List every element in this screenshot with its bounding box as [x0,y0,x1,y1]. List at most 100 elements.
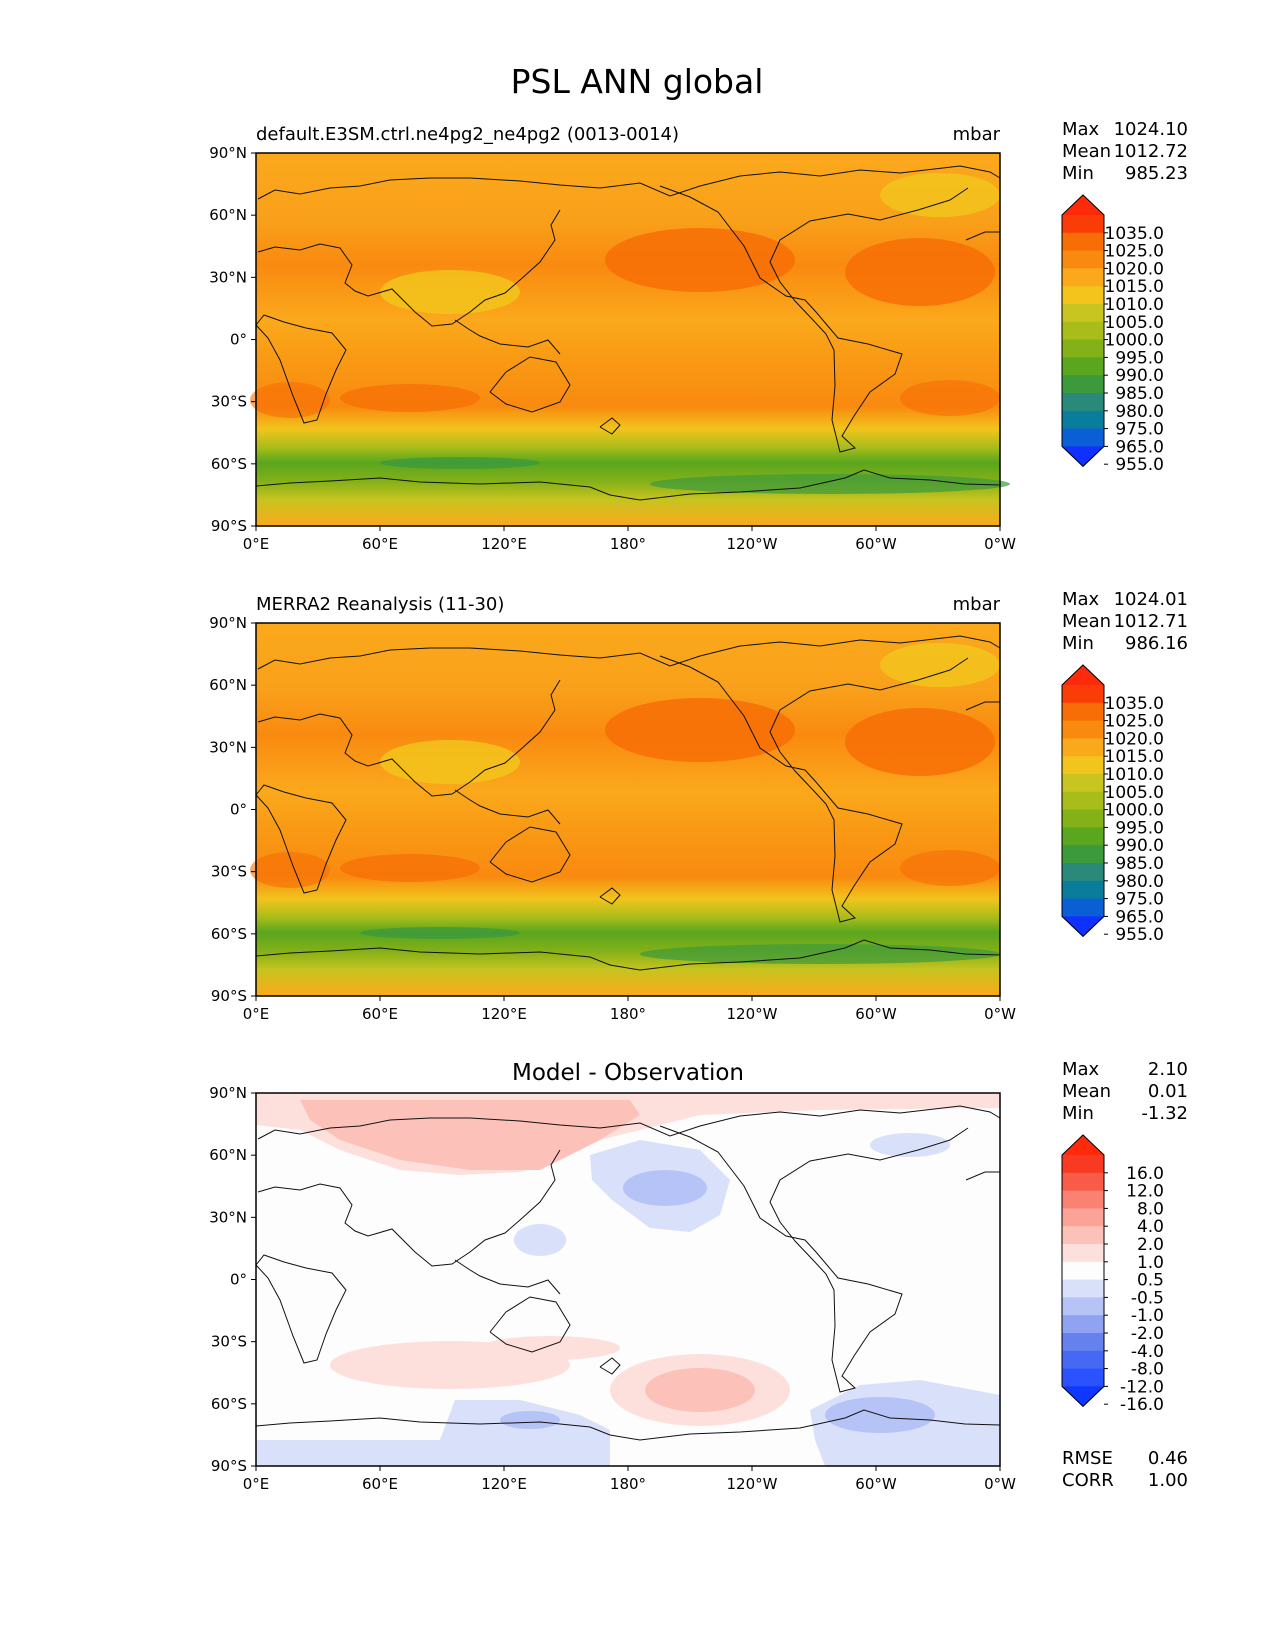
stat-label: Mean [1062,141,1111,162]
high-south-atlantic [250,852,330,888]
lat-tick-label: 60°N [209,676,247,694]
low-asia [380,270,520,314]
colorbar-tick-label: 1035.0 [1105,694,1164,714]
panel-observation: MERRA2 Reanalysis (11-30) mbar 90° [209,589,1188,1023]
lat-tick-label: 60°S [211,925,247,943]
colorbar-tick-label: 1.0 [1137,1253,1164,1273]
colorbar-segment [1062,1190,1104,1209]
high-north-pacific [605,228,795,292]
metric-label-rmse: RMSE [1062,1448,1113,1469]
lon-tick-label: 60°W [855,1005,897,1023]
colorbar-tick-label: 995.0 [1115,348,1164,368]
coastlines [255,165,1001,501]
stat-label: Mean [1062,611,1111,632]
stats-block: Max 2.10 Mean 0.01 Min -1.32 [1062,1059,1188,1124]
stat-label: Min [1062,1103,1094,1124]
colorbar-segment [1062,898,1104,917]
panel-title: MERRA2 Reanalysis (11-30) [256,594,504,615]
lat-tick-label: 60°N [209,206,247,224]
lat-tick-label: 90°S [211,987,247,1005]
colorbar-tick-label: 1020.0 [1105,729,1164,749]
colorbar-segment [1062,1368,1104,1387]
low-antarctic-coast [650,474,1010,494]
lat-tick-label: 60°N [209,1146,247,1164]
stat-value: 1024.10 [1114,119,1188,140]
colorbar-tick-label: 1025.0 [1105,242,1164,262]
colorbar-tick-label: 980.0 [1115,402,1164,422]
stat-value: 2.10 [1148,1059,1188,1080]
coastlines [255,635,1001,971]
colorbar-tick-label: 4.0 [1137,1217,1164,1237]
high-north-atlantic [845,708,995,776]
high-north-pacific [605,698,795,762]
metric-label-corr: CORR [1062,1470,1114,1491]
lon-tick-label: 0°W [984,1475,1016,1493]
lat-tick-label: 60°S [211,1395,247,1413]
colorbar: 1035.01025.01020.01015.01010.01005.01000… [1061,664,1164,945]
lon-tick-label: 0°E [243,1475,270,1493]
lon-tick-label: 180° [610,1005,646,1023]
high-south-indian [340,854,480,882]
lat-tick-label: 30°S [211,863,247,881]
colorbar-segment [1062,1208,1104,1227]
lon-tick-label: 60°E [362,1475,398,1493]
figure-title: PSL ANN global [511,62,764,101]
colorbar-segment [1062,1244,1104,1263]
lon-tick-label: 120°W [727,1475,778,1493]
colorbar-tick-label: 980.0 [1115,872,1164,892]
lat-tick-label: 90°N [209,614,247,632]
stat-label: Max [1062,1059,1100,1080]
neg-west-pacific [514,1224,566,1256]
lat-tick-label: 30°S [211,1333,247,1351]
colorbar-tick-label: 990.0 [1115,836,1164,856]
colorbar-segment [1062,791,1104,811]
colorbar-segment [1062,250,1104,269]
colorbar-segment [1062,738,1104,757]
colorbar-tick-label: 1010.0 [1105,295,1164,315]
colorbar-extend-max [1062,665,1104,685]
colorbar-tick-label: 995.0 [1115,818,1164,838]
colorbar-tick-label: 1000.0 [1105,801,1164,821]
colorbar-tick-label: -1.0 [1131,1306,1164,1326]
lat-tick-label: 90°N [209,144,247,162]
colorbar-segment [1062,1261,1104,1281]
lat-tick-label: 0° [230,1271,247,1289]
colorbar-tick-label: 955.0 [1115,455,1164,475]
panel-model: default.E3SM.ctrl.ne4pg2_ne4pg2 (0013-00… [209,119,1188,553]
colorbar: 1035.01025.01020.01015.01010.01005.01000… [1061,194,1164,475]
colorbar-extend-max [1062,195,1104,215]
stat-value: 0.01 [1148,1081,1188,1102]
map-field [250,153,1010,526]
neg-antarctic-core [500,1411,560,1429]
stat-value: 985.23 [1125,163,1188,184]
low-asia [380,740,520,784]
lon-tick-label: 60°W [855,1475,897,1493]
stat-label: Min [1062,633,1094,654]
lon-tick-label: 120°E [481,1005,527,1023]
colorbar-segment [1062,428,1104,447]
colorbar-tick-label: 1020.0 [1105,259,1164,279]
lon-tick-label: 60°E [362,535,398,553]
colorbar-tick-label: 1015.0 [1105,277,1164,297]
stat-value: 1024.01 [1114,589,1188,610]
colorbar-segment [1062,1297,1104,1316]
colorbar-segment [1062,845,1104,864]
panel-units: mbar [953,124,1001,145]
stat-label: Max [1062,119,1100,140]
colorbar-tick-label: 990.0 [1115,366,1164,386]
colorbar: 16.012.08.04.02.01.00.5-0.5-1.0-2.0-4.0-… [1061,1134,1164,1415]
high-south-pacific [900,380,1000,416]
colorbar-tick-label: 12.0 [1126,1182,1164,1202]
lon-tick-label: 120°E [481,1475,527,1493]
metric-value-rmse: 0.46 [1148,1448,1188,1469]
colorbar-tick-label: 1005.0 [1105,783,1164,803]
colorbar-segment [1062,286,1104,305]
lat-tick-label: 30°S [211,393,247,411]
colorbar-segment [1062,1155,1104,1174]
colorbar-tick-label: -12.0 [1120,1377,1164,1397]
lon-tick-label: 0°E [243,535,270,553]
colorbar-tick-label: 965.0 [1115,437,1164,457]
colorbar-extend-min [1062,916,1104,937]
colorbar-tick-label: 975.0 [1115,890,1164,910]
